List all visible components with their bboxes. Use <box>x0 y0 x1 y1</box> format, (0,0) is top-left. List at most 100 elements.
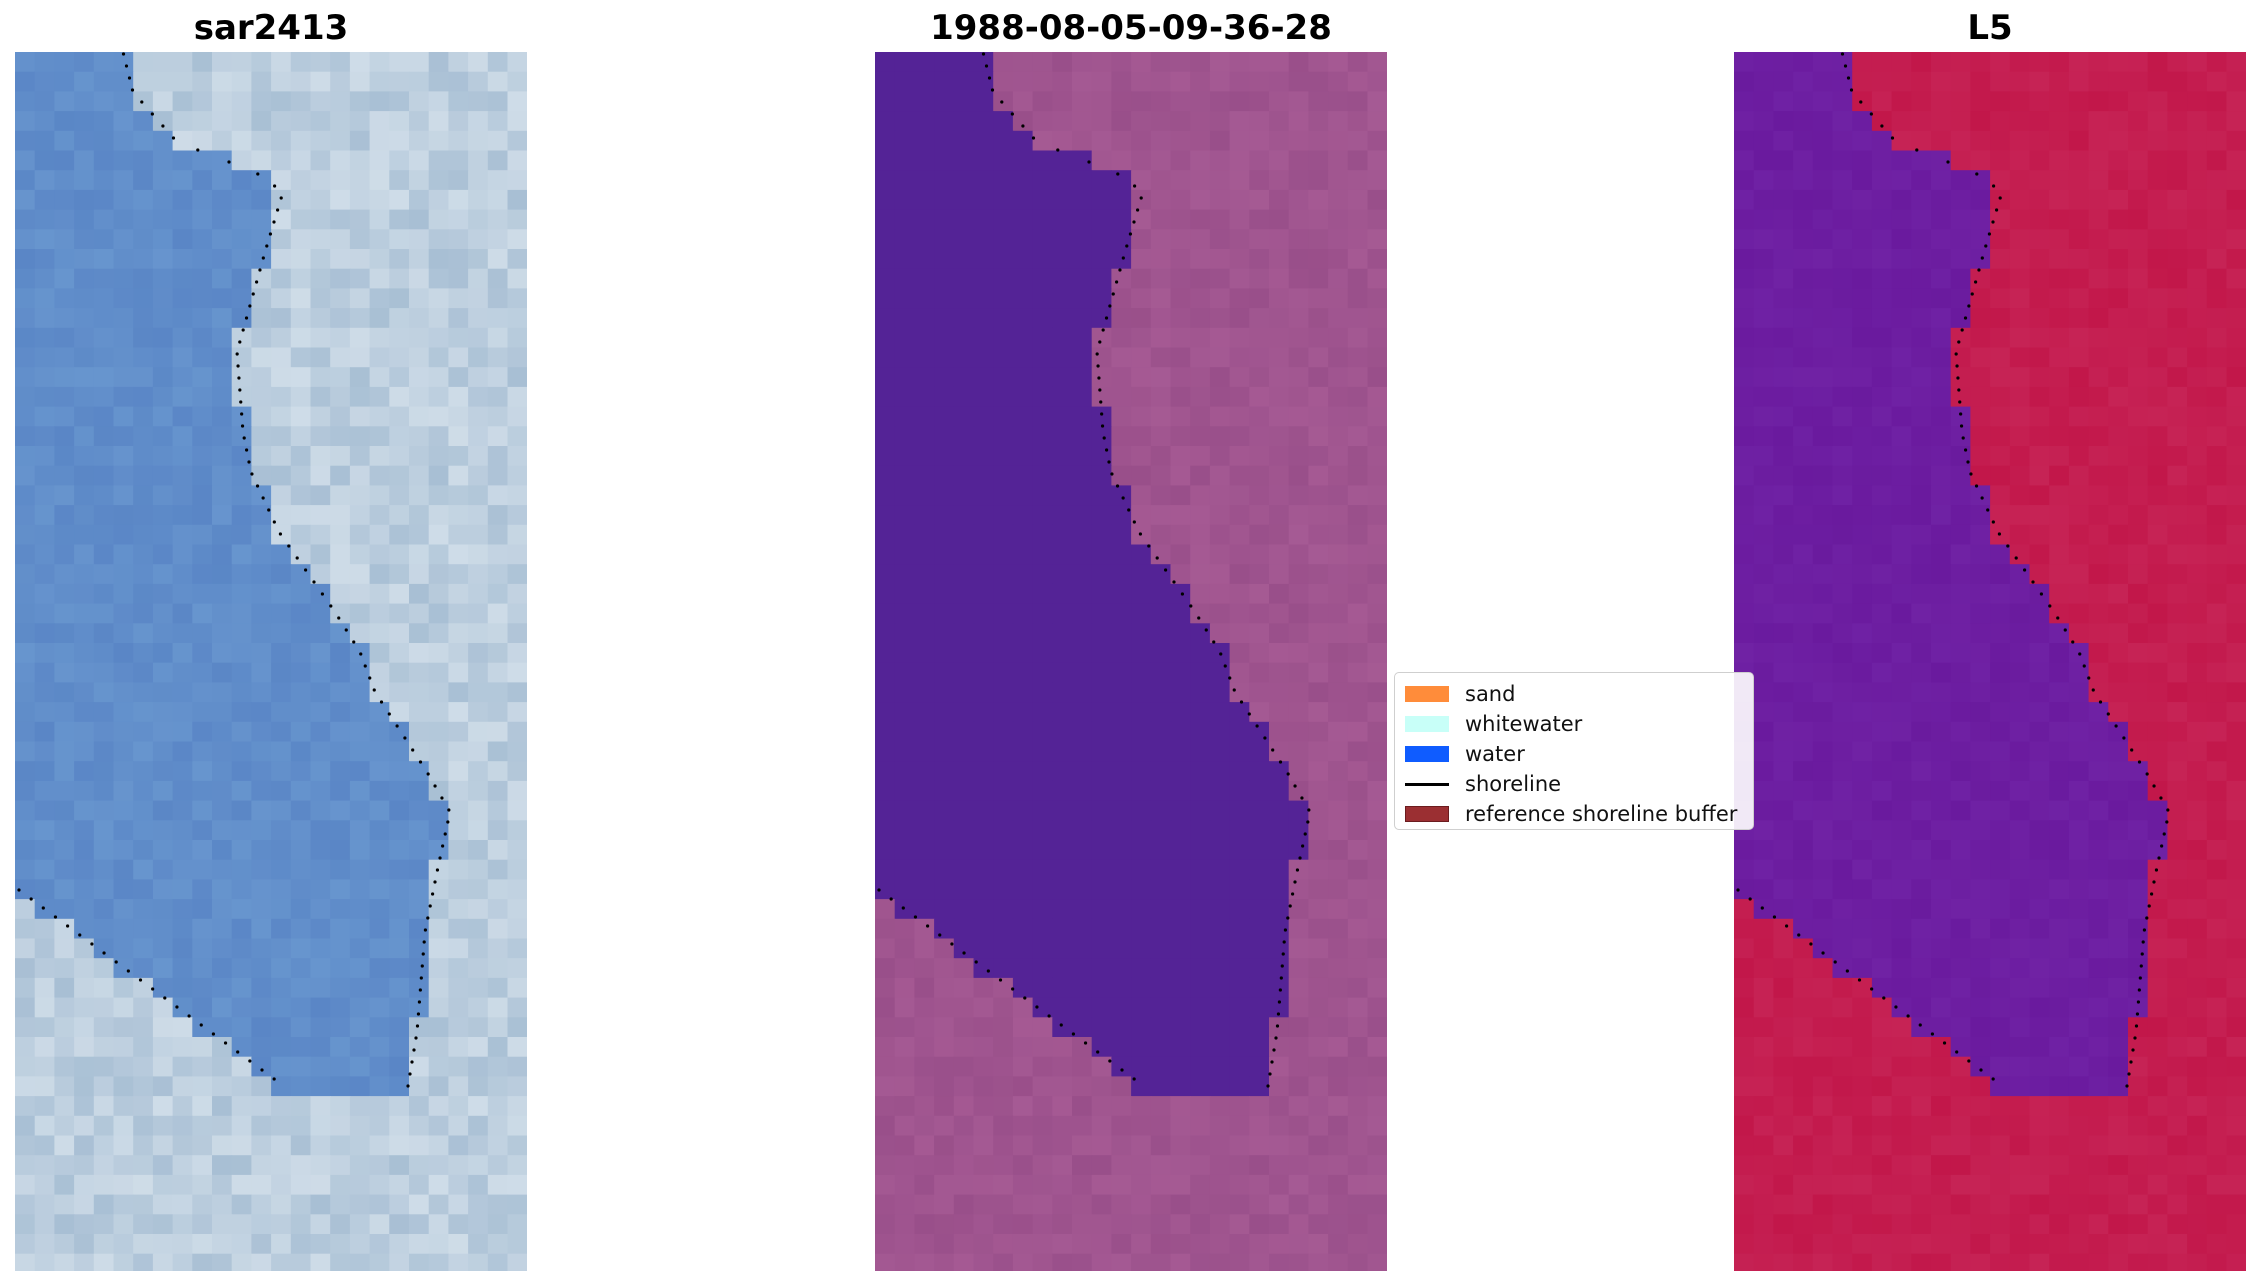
image-pixel <box>1891 111 1912 132</box>
image-pixel <box>934 544 955 565</box>
image-pixel <box>133 209 154 230</box>
image-pixel <box>251 977 272 999</box>
image-pixel <box>1852 1115 1873 1137</box>
image-pixel <box>2068 1174 2090 1196</box>
shoreline-point <box>273 184 277 188</box>
image-pixel <box>1308 1194 1329 1215</box>
image-pixel <box>330 406 351 427</box>
image-pixel <box>875 721 896 743</box>
image-pixel <box>1970 308 1991 329</box>
image-pixel <box>1871 859 1893 880</box>
image-pixel <box>1871 446 1893 467</box>
image-pixel <box>172 938 193 959</box>
image-pixel <box>2187 1056 2208 1077</box>
image-pixel <box>2226 958 2246 979</box>
image-pixel <box>369 780 390 802</box>
image-pixel <box>271 840 292 861</box>
image-pixel <box>1269 643 1290 664</box>
image-pixel <box>1753 721 1774 743</box>
image-pixel <box>1308 1214 1329 1235</box>
image-pixel <box>1347 682 1369 703</box>
image-pixel <box>251 702 272 723</box>
image-pixel <box>2147 465 2168 486</box>
image-pixel <box>1269 544 1290 565</box>
image-pixel <box>1871 71 1893 92</box>
image-pixel <box>2128 780 2149 802</box>
image-pixel <box>1871 741 1893 762</box>
image-pixel <box>2226 662 2246 683</box>
image-pixel <box>914 859 935 880</box>
image-pixel <box>1308 958 1329 979</box>
image-pixel <box>1367 288 1387 309</box>
image-pixel <box>1012 1253 1034 1271</box>
image-pixel <box>2206 1115 2228 1137</box>
image-pixel <box>1891 643 1912 664</box>
image-pixel <box>1773 91 1794 112</box>
image-pixel <box>2029 249 2050 270</box>
image-pixel <box>2226 721 2246 743</box>
image-pixel <box>172 524 193 546</box>
image-pixel <box>2009 367 2031 388</box>
image-pixel <box>2206 544 2228 565</box>
image-pixel <box>973 702 994 723</box>
image-pixel <box>54 702 75 723</box>
image-pixel <box>113 249 134 270</box>
image-pixel <box>973 71 994 92</box>
image-pixel <box>1911 170 1932 191</box>
shoreline-point <box>1298 856 1302 860</box>
image-pixel <box>2167 918 2188 940</box>
image-pixel <box>34 505 55 526</box>
image-pixel <box>428 150 449 171</box>
image-pixel <box>448 544 469 565</box>
image-pixel <box>2029 682 2050 703</box>
image-pixel <box>1931 71 1952 92</box>
image-pixel <box>172 52 193 73</box>
image-pixel <box>468 446 489 467</box>
image-pixel <box>1091 1076 1112 1097</box>
image-pixel <box>993 899 1014 920</box>
image-pixel <box>1367 485 1387 506</box>
image-pixel <box>953 938 975 959</box>
image-pixel <box>93 130 115 152</box>
image-pixel <box>1753 623 1774 644</box>
image-pixel <box>1891 761 1912 782</box>
image-pixel <box>973 564 994 585</box>
image-pixel <box>349 662 371 683</box>
image-pixel <box>1229 130 1250 152</box>
image-pixel <box>993 879 1014 900</box>
image-pixel <box>113 938 134 959</box>
image-pixel <box>1832 840 1853 861</box>
image-pixel <box>212 288 233 309</box>
image-pixel <box>1931 721 1952 743</box>
image-pixel <box>953 1115 975 1137</box>
image-pixel <box>1793 662 1814 683</box>
image-pixel <box>2167 524 2188 546</box>
image-pixel <box>973 623 994 644</box>
image-pixel <box>15 1096 36 1117</box>
image-pixel <box>2029 71 2050 92</box>
image-pixel <box>1150 997 1172 1018</box>
image-pixel <box>34 91 55 112</box>
image-pixel <box>914 308 935 329</box>
image-pixel <box>74 623 95 644</box>
image-pixel <box>934 1174 955 1196</box>
image-pixel <box>349 840 371 861</box>
image-pixel <box>1091 879 1112 900</box>
image-pixel <box>1734 643 1755 664</box>
image-pixel <box>428 465 449 486</box>
image-pixel <box>1753 741 1774 762</box>
image-pixel <box>1170 1076 1191 1097</box>
image-pixel <box>251 1253 272 1271</box>
image-pixel <box>507 406 527 427</box>
image-pixel <box>1229 1135 1250 1156</box>
image-pixel <box>1367 505 1387 526</box>
image-pixel <box>993 977 1014 999</box>
image-pixel <box>251 938 272 959</box>
image-pixel <box>934 761 955 782</box>
image-pixel <box>507 485 527 506</box>
image-pixel <box>2167 288 2188 309</box>
image-pixel <box>1209 485 1231 506</box>
image-pixel <box>34 780 55 802</box>
image-pixel <box>1229 1037 1250 1058</box>
shoreline-point <box>267 508 271 512</box>
